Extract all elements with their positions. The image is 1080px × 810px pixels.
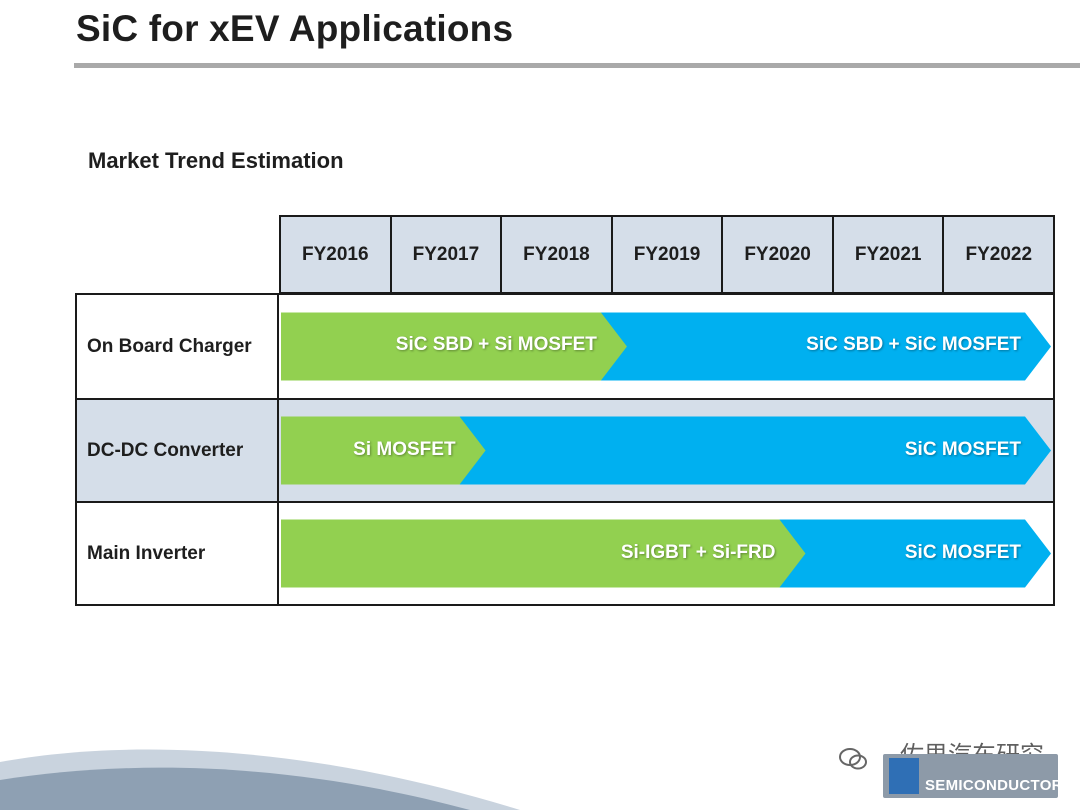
segment-label: SiC MOSFET bbox=[904, 439, 1021, 460]
row-label: Main Inverter bbox=[77, 503, 279, 604]
timeline-track: Si-IGBT + Si-FRD SiC MOSFET bbox=[281, 503, 1053, 604]
sic-segment-arrow bbox=[779, 519, 1051, 588]
segment-label: SiC SBD + SiC MOSFET bbox=[806, 334, 1021, 355]
trend-table: On Board Charger SiC SBD + Si MOSFET SiC … bbox=[75, 293, 1055, 606]
silicon-segment-arrow bbox=[281, 312, 627, 381]
year-header-row: FY2016 FY2017 FY2018 FY2019 FY2020 FY202… bbox=[279, 215, 1055, 294]
timeline-track: Si MOSFET SiC MOSFET bbox=[281, 400, 1053, 501]
segment-label: Si MOSFET bbox=[353, 439, 456, 460]
section-heading: Market Trend Estimation bbox=[88, 148, 344, 173]
year-header-cell: FY2016 bbox=[281, 217, 392, 292]
application-row-dc-dc-converter: DC-DC Converter Si MOSFET SiC MOSFET bbox=[77, 398, 1053, 501]
year-header-cell: FY2019 bbox=[613, 217, 724, 292]
segment-label: SiC SBD + Si MOSFET bbox=[395, 334, 597, 355]
timeline-track: SiC SBD + Si MOSFET SiC SBD + SiC MOSFET bbox=[281, 295, 1053, 398]
sic-segment-arrow bbox=[459, 416, 1051, 485]
year-header-cell: FY2017 bbox=[392, 217, 503, 292]
year-header-cell: FY2018 bbox=[502, 217, 613, 292]
footer-swoosh-decoration bbox=[0, 749, 520, 810]
segment-label: SiC MOSFET bbox=[904, 542, 1021, 563]
transition-bar bbox=[281, 312, 1051, 381]
transition-bar bbox=[281, 519, 1051, 588]
row-label: On Board Charger bbox=[77, 295, 279, 398]
silicon-segment-arrow bbox=[281, 519, 806, 588]
row-label: DC-DC Converter bbox=[77, 400, 279, 501]
year-header-cell: FY2021 bbox=[834, 217, 945, 292]
application-row-main-inverter: Main Inverter Si-IGBT + Si-FRD SiC MOSFET bbox=[77, 501, 1053, 604]
logo-badge-text: SEMICONDUCTOR bbox=[925, 777, 1063, 794]
silicon-segment-arrow bbox=[281, 416, 486, 485]
transition-bar bbox=[281, 416, 1051, 485]
segment-label: Si-IGBT + Si-FRD bbox=[620, 542, 776, 563]
year-header-cell: FY2022 bbox=[965, 243, 1033, 265]
slide-title: SiC for xEV Applications bbox=[76, 8, 514, 49]
application-row-on-board-charger: On Board Charger SiC SBD + Si MOSFET SiC … bbox=[77, 295, 1053, 398]
logo-mark-icon bbox=[889, 758, 919, 794]
wechat-icon bbox=[839, 748, 867, 770]
year-header-cell: FY2020 bbox=[723, 217, 834, 292]
company-logo-badge: SEMICONDUCTOR bbox=[883, 754, 1062, 798]
sic-segment-arrow bbox=[600, 312, 1051, 381]
title-divider bbox=[74, 63, 1080, 68]
